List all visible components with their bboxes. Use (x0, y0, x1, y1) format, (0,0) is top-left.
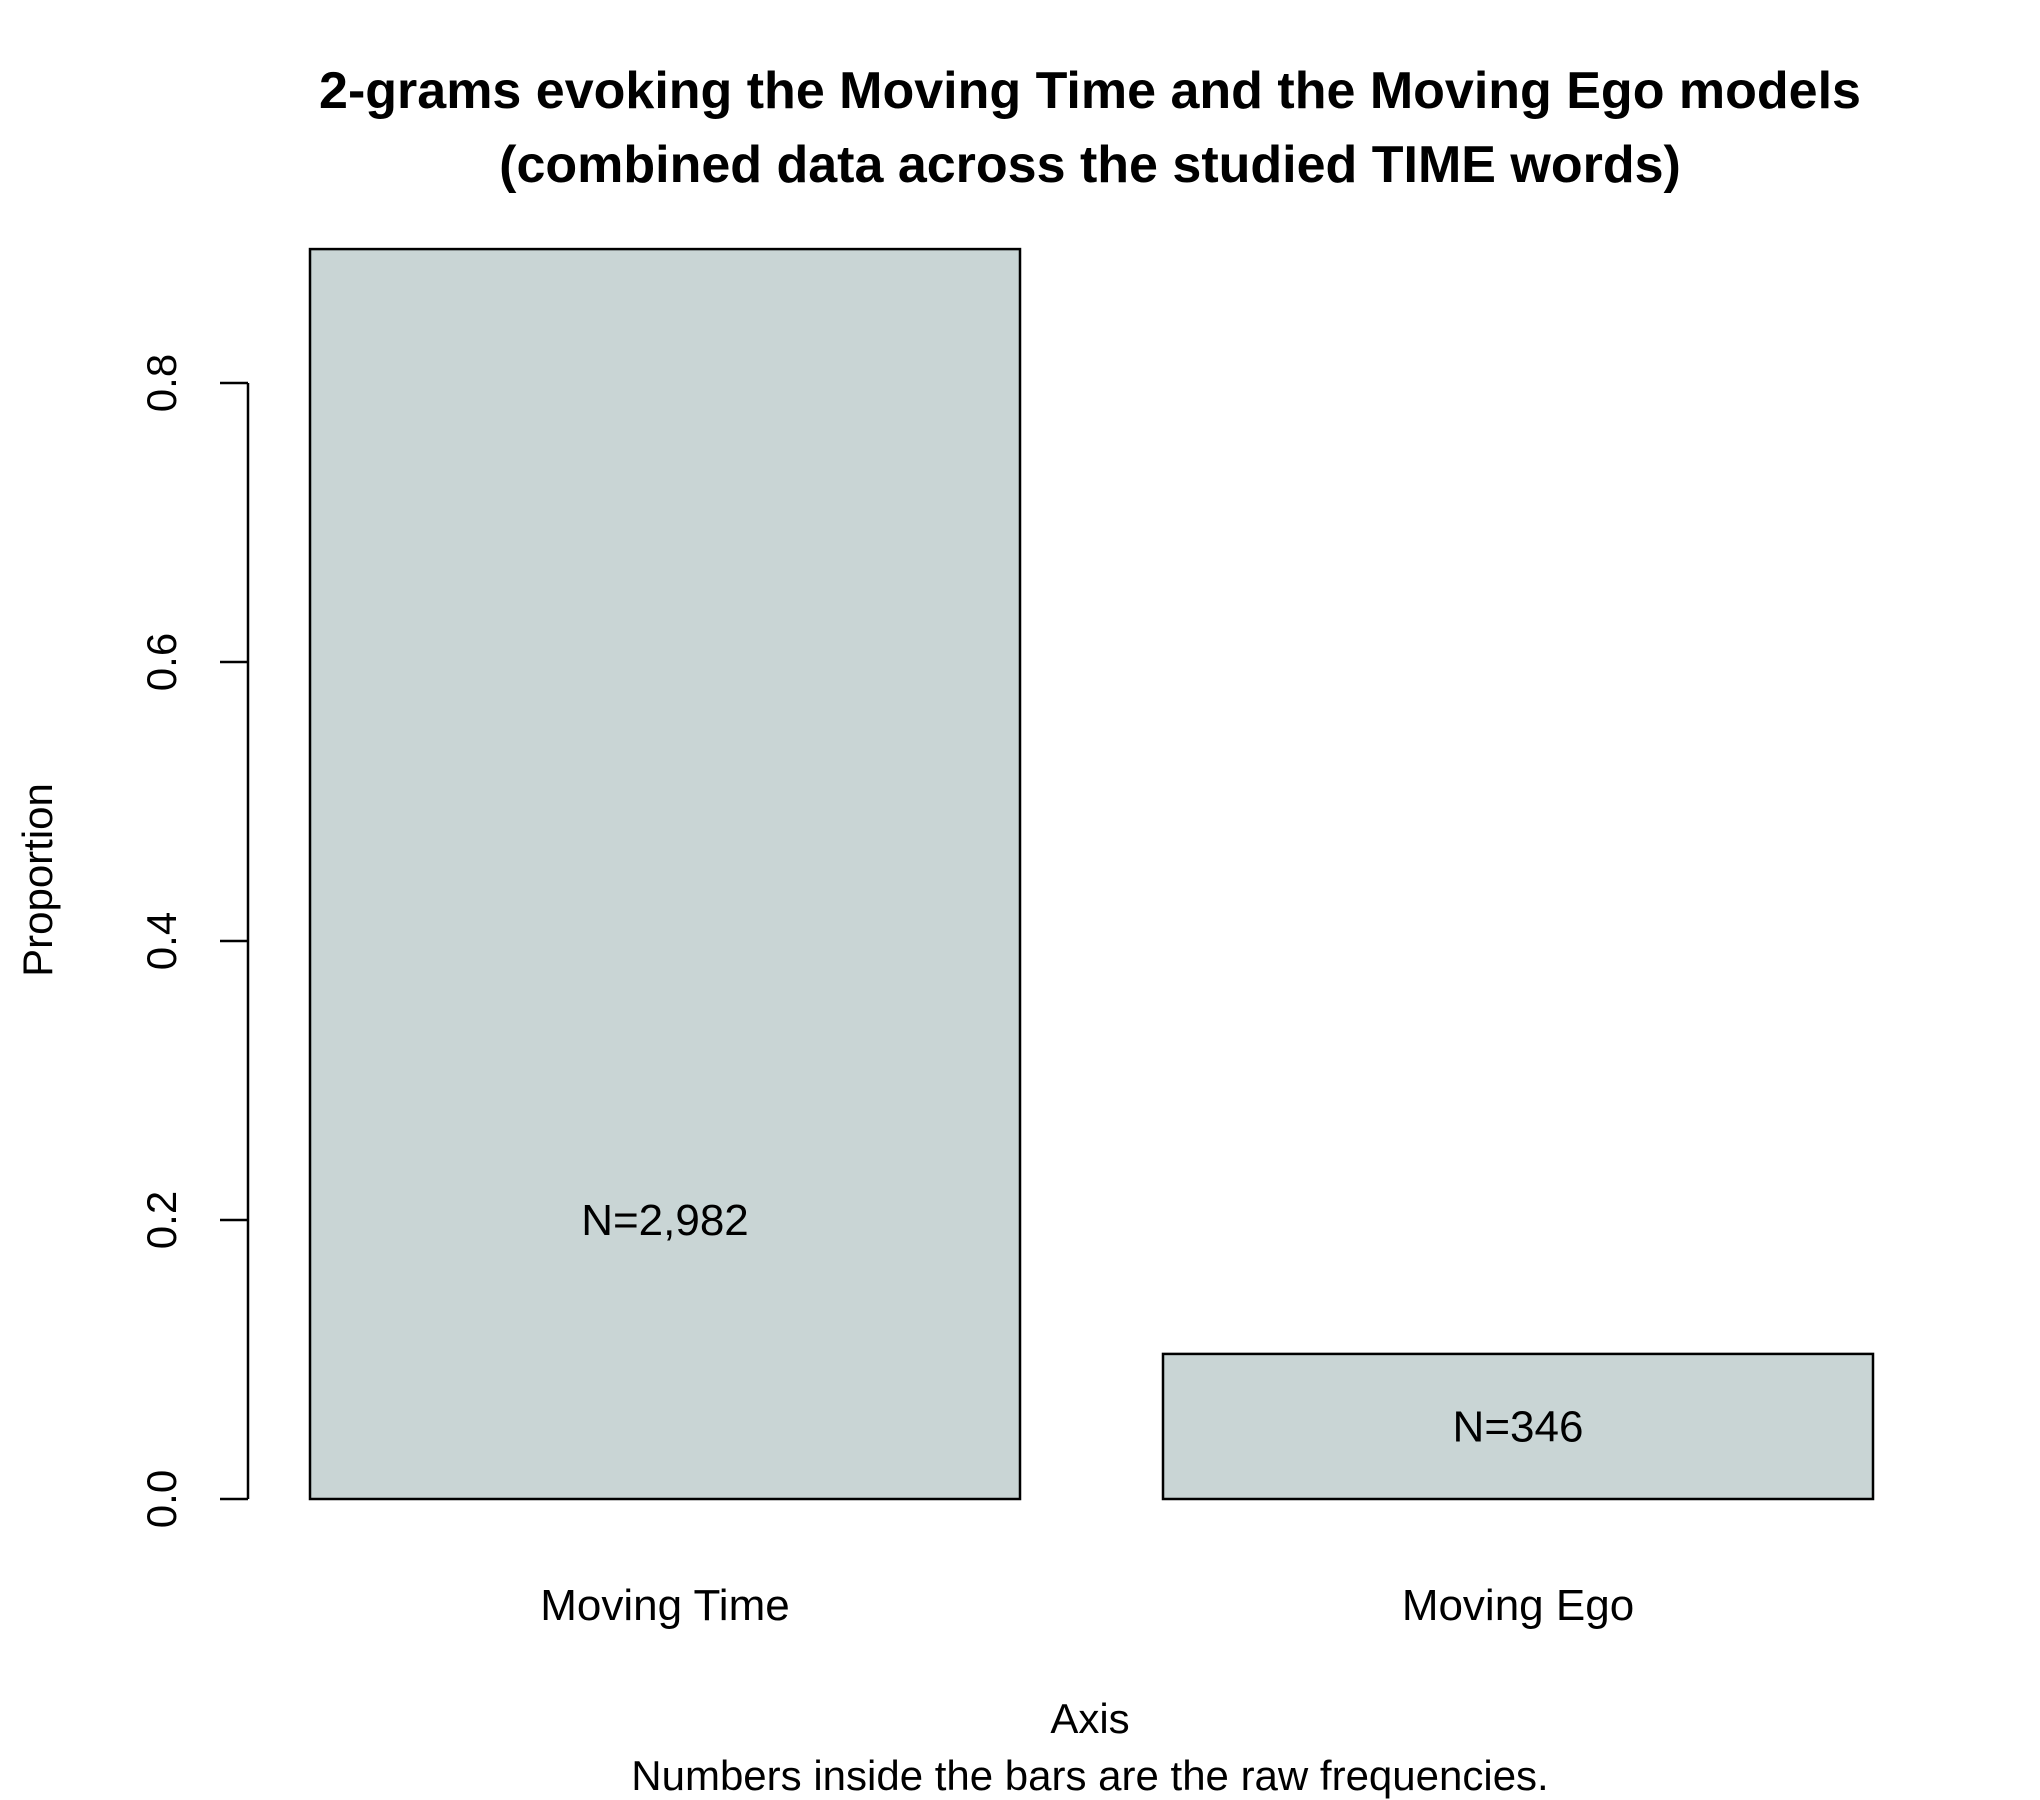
y-tick-label: 0.2 (138, 1191, 185, 1249)
chart-note: Numbers inside the bars are the raw freq… (631, 1752, 1548, 1799)
y-axis-label: Proportion (14, 783, 61, 977)
x-category-label: Moving Time (540, 1581, 789, 1630)
y-tick-label: 0.0 (138, 1470, 185, 1528)
x-category-label: Moving Ego (1402, 1581, 1634, 1630)
bar-value-label: N=346 (1453, 1402, 1584, 1451)
bar-moving-time (308, 247, 1022, 1501)
bar-value-label: N=2,982 (581, 1196, 749, 1245)
chart-title-line-1: 2-grams evoking the Moving Time and the … (319, 62, 1861, 120)
y-axis: 0.0 0.2 0.4 0.6 0.8 (138, 354, 250, 1528)
chart-title-line-2: (combined data across the studied TIME w… (499, 136, 1681, 194)
bar-moving-ego (1161, 1352, 1875, 1501)
bars-layer: N=2,982 Moving Time N=346 Moving Ego (308, 247, 1875, 1630)
y-tick-label: 0.4 (138, 912, 185, 970)
y-tick-label: 0.6 (138, 633, 185, 691)
x-axis-label: Axis (1050, 1695, 1129, 1742)
y-tick-label: 0.8 (138, 354, 185, 412)
